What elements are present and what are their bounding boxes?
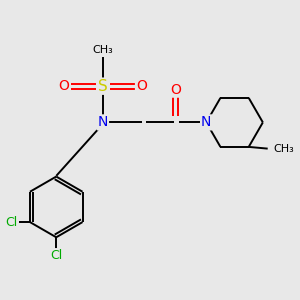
Text: O: O [170, 82, 181, 97]
Text: Cl: Cl [5, 216, 18, 229]
Text: Cl: Cl [50, 249, 62, 262]
Text: N: N [201, 116, 211, 129]
Text: CH₃: CH₃ [274, 144, 294, 154]
Text: O: O [136, 79, 147, 93]
Text: N: N [98, 116, 108, 129]
Text: CH₃: CH₃ [92, 45, 113, 55]
Text: S: S [98, 79, 108, 94]
Text: O: O [59, 79, 70, 93]
